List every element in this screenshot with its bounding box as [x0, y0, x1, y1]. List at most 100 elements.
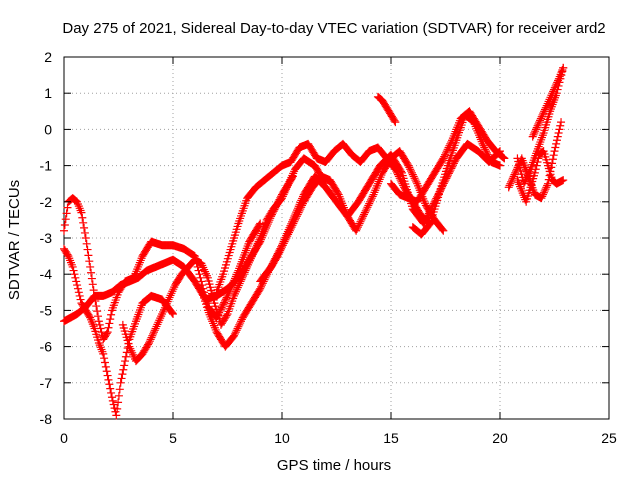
- data-point: [77, 208, 86, 217]
- data-point: [275, 246, 284, 255]
- data-point: [288, 215, 297, 224]
- data-point: [554, 129, 563, 138]
- data-point: [218, 301, 227, 310]
- data-point: [233, 324, 242, 333]
- data-point: [287, 219, 296, 228]
- data-point: [276, 244, 285, 253]
- data-point: [537, 194, 546, 203]
- data-point: [75, 291, 84, 300]
- data-point: [425, 220, 434, 229]
- data-point: [505, 181, 514, 190]
- data-point: [424, 209, 433, 218]
- data-point: [149, 328, 158, 337]
- data-point: [102, 367, 111, 376]
- data-point: [543, 181, 552, 190]
- data-point: [89, 286, 98, 295]
- data-point: [69, 266, 78, 275]
- data-point: [535, 118, 544, 127]
- data-point: [498, 152, 507, 161]
- data-point: [107, 393, 116, 402]
- data-point: [102, 329, 111, 338]
- data-point: [553, 132, 562, 141]
- data-point: [531, 165, 540, 174]
- data-point: [559, 63, 568, 72]
- data-point: [282, 185, 291, 194]
- data-point: [60, 226, 68, 235]
- data-point: [443, 145, 452, 154]
- data-point: [220, 298, 229, 307]
- data-point: [426, 206, 435, 215]
- data-point: [292, 208, 301, 217]
- data-point: [78, 213, 87, 222]
- data-point: [283, 181, 292, 190]
- data-point: [72, 277, 81, 286]
- data-point: [478, 139, 487, 148]
- data-point: [536, 114, 545, 123]
- data-point: [538, 110, 547, 119]
- data-point: [283, 229, 292, 238]
- y-tick-label: -5: [40, 302, 53, 318]
- data-point: [483, 150, 492, 159]
- data-point: [551, 143, 560, 152]
- data-point: [479, 141, 488, 150]
- data-point: [100, 354, 109, 363]
- x-tick-label: 20: [492, 430, 508, 446]
- data-point: [255, 235, 264, 244]
- data-point: [118, 370, 127, 379]
- chart-title: Day 275 of 2021, Sidereal Day-to-day VTE…: [62, 20, 605, 37]
- series-track-4: [118, 154, 330, 366]
- data-point: [412, 177, 421, 186]
- data-point: [556, 121, 565, 130]
- series-track-6: [197, 147, 448, 351]
- data-point: [146, 335, 155, 344]
- x-tick-label: 10: [274, 430, 290, 446]
- data-point: [358, 214, 367, 223]
- data-point: [286, 221, 295, 230]
- data-point: [168, 308, 177, 317]
- data-point: [250, 246, 259, 255]
- data-point: [509, 172, 518, 181]
- data-point: [222, 293, 231, 302]
- data-point: [269, 257, 278, 266]
- data-point: [120, 361, 129, 370]
- data-point: [256, 219, 265, 228]
- data-point: [81, 234, 90, 242]
- data-point: [366, 197, 375, 206]
- data-point: [534, 154, 543, 163]
- data-point: [537, 112, 546, 121]
- data-point: [541, 185, 550, 194]
- data-point: [533, 121, 542, 130]
- x-tick-label: 5: [169, 430, 177, 446]
- data-point: [63, 203, 72, 212]
- data-point: [510, 170, 519, 179]
- data-point: [506, 179, 515, 188]
- data-point: [281, 186, 290, 195]
- data-point: [357, 215, 366, 224]
- data-point: [289, 213, 298, 222]
- data-point: [92, 302, 101, 311]
- data-point: [280, 188, 289, 197]
- data-point: [549, 151, 558, 160]
- data-point: [410, 174, 419, 183]
- data-point: [550, 83, 559, 92]
- series-track-14: [528, 63, 568, 141]
- data-point: [147, 333, 156, 342]
- data-point: [391, 118, 400, 127]
- data-point: [114, 398, 123, 407]
- data-point: [482, 148, 491, 157]
- data-point: [366, 195, 375, 204]
- data-point: [282, 231, 291, 240]
- data-point: [278, 241, 286, 250]
- data-point: [107, 388, 116, 397]
- y-tick-label: -1: [40, 158, 53, 174]
- series-track-10: [408, 110, 504, 239]
- data-point: [406, 165, 415, 174]
- data-point: [85, 257, 94, 266]
- data-point: [86, 262, 95, 271]
- x-axis-title: GPS time / hours: [277, 457, 391, 474]
- data-point: [284, 225, 293, 234]
- axis-ticks: 0 5 10 15 20 25 -8 -7 -6 -5 -4 -3 -2 -1 0 1 2: [40, 49, 617, 446]
- data-point: [217, 303, 226, 312]
- data-point: [96, 324, 105, 333]
